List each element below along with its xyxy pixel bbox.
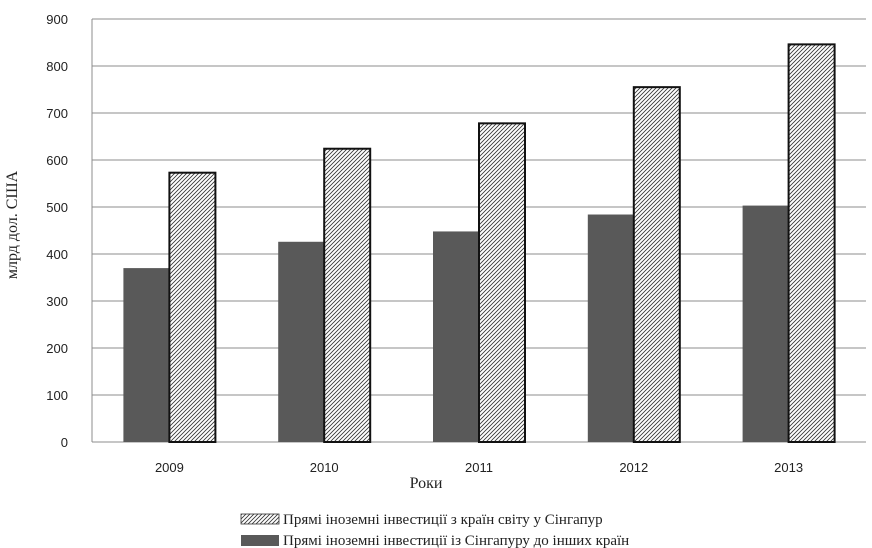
y-tick-label: 700 xyxy=(46,106,68,121)
bar-inbound-2009 xyxy=(168,171,217,443)
bar-outbound-2009 xyxy=(123,268,170,442)
bar-inbound-2011 xyxy=(478,122,526,443)
bar-outbound-2011 xyxy=(433,231,479,442)
bar-outbound-2010 xyxy=(278,241,325,442)
y-tick-label: 600 xyxy=(46,153,68,168)
x-tick-label: 2013 xyxy=(774,460,803,475)
y-tick-label: 100 xyxy=(46,388,68,403)
y-tick-label: 400 xyxy=(46,247,68,262)
x-tick-label: 2009 xyxy=(155,460,184,475)
y-tick-label: 0 xyxy=(61,435,68,450)
y-axis-title: млрд дол. США xyxy=(4,170,21,279)
legend: Прямі іноземні інвестиції з країн світу … xyxy=(240,512,629,548)
bar-inbound-2012 xyxy=(632,86,681,444)
y-tick-label: 800 xyxy=(46,59,68,74)
y-axis-ticks: 0 100 200 300 400 500 600 700 800 900 xyxy=(46,12,68,450)
bar-outbound-2012 xyxy=(587,214,634,442)
x-axis-ticks: 2009 2010 2011 2012 2013 xyxy=(155,460,803,475)
x-axis-title: Роки xyxy=(410,475,443,492)
bars xyxy=(123,43,836,444)
bar-outbound-2013 xyxy=(742,205,789,442)
x-tick-label: 2011 xyxy=(465,460,493,475)
x-tick-label: 2010 xyxy=(310,460,339,475)
y-tick-label: 300 xyxy=(46,294,68,309)
y-tick-label: 900 xyxy=(46,12,68,27)
legend-label-inbound: Прямі іноземні інвестиції з країн світу … xyxy=(283,512,603,528)
bar-inbound-2013 xyxy=(787,43,836,443)
x-tick-label: 2012 xyxy=(619,460,648,475)
y-tick-label: 200 xyxy=(46,341,68,356)
bar-inbound-2010 xyxy=(323,147,372,443)
legend-swatch-inbound xyxy=(240,513,280,525)
legend-swatch-outbound xyxy=(241,535,279,546)
legend-label-outbound: Прямі іноземні інвестиції із Сінгапуру д… xyxy=(283,533,629,548)
y-tick-label: 500 xyxy=(46,200,68,215)
